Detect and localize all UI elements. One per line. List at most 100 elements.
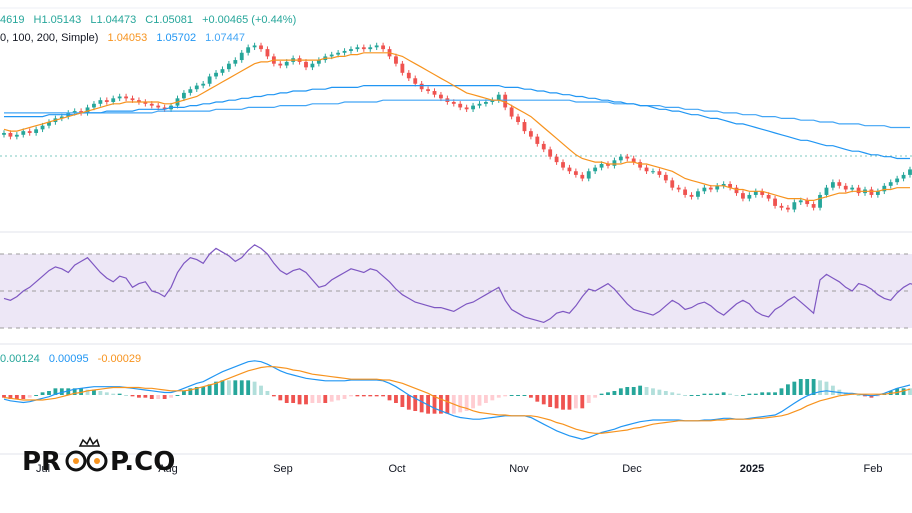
- macd-hist-bar: [59, 388, 64, 395]
- macd-hist-bar: [625, 387, 630, 395]
- candle-body: [477, 103, 482, 106]
- ohlc-low: L1.04473: [90, 14, 136, 26]
- macd-hist-bar: [741, 395, 745, 396]
- macd-hist-bar: [747, 393, 752, 395]
- macd-hist-bar: [149, 395, 154, 399]
- macd-hist-bar: [471, 395, 475, 409]
- candle-body: [676, 187, 681, 190]
- candle-body: [702, 187, 707, 192]
- owl-eyes-icon: [65, 450, 108, 472]
- macd-hist-bar: [824, 381, 829, 395]
- macd-hist-bar: [606, 392, 610, 395]
- macd-hist-bar: [477, 395, 482, 406]
- x-tick-label: Dec: [622, 463, 642, 475]
- candle-body: [773, 198, 777, 206]
- candle-body: [458, 103, 463, 108]
- candle-body: [503, 94, 508, 108]
- macd-hist-bar: [753, 393, 758, 395]
- candle-body: [638, 162, 643, 168]
- candle-body: [792, 202, 797, 210]
- candle-body: [830, 182, 835, 188]
- macd-hist-bar: [188, 388, 193, 395]
- macd-hist-bar: [252, 381, 257, 395]
- candle-body: [747, 194, 752, 199]
- candle-body: [824, 187, 829, 195]
- candle-body: [207, 76, 212, 84]
- candle-body: [850, 187, 855, 190]
- candle-body: [535, 136, 540, 144]
- macd-legend: 0.00124 0.00095 -0.00029: [0, 353, 141, 365]
- macd-hist-bar: [811, 379, 816, 395]
- candle-body: [252, 45, 257, 48]
- x-tick-label: Sep: [273, 463, 293, 475]
- candle-body: [188, 89, 193, 93]
- candle-body: [149, 103, 154, 106]
- candle-body: [394, 56, 398, 64]
- macd-hist-bar: [805, 379, 810, 395]
- macd-hist-bar: [92, 389, 96, 395]
- candle-body: [111, 98, 116, 102]
- candle-body: [79, 111, 84, 113]
- candle-body: [226, 63, 231, 70]
- ma-params: 0, 100, 200, Simple): [0, 32, 98, 44]
- macd-hist-bar: [40, 392, 45, 395]
- candle-body: [522, 122, 527, 132]
- macd-hist-bar: [818, 380, 822, 395]
- candle-body: [85, 107, 90, 113]
- macd-hist-bar: [496, 395, 501, 398]
- macd-hist-bar: [561, 395, 565, 410]
- macd-hist-bar: [175, 395, 180, 396]
- macd-hist-bar: [875, 395, 880, 397]
- macd-hist-bar: [779, 388, 784, 395]
- candle-body: [760, 191, 765, 195]
- macd-hist-bar: [798, 379, 803, 395]
- macd-hist-bar: [169, 395, 173, 398]
- macd-hist-bar: [760, 392, 765, 395]
- candle-body: [561, 162, 565, 168]
- macd-hist-bar: [316, 395, 321, 403]
- macd-hist-bar: [676, 393, 681, 395]
- ohlc-open: 4619: [0, 14, 24, 26]
- candle-body: [265, 49, 270, 57]
- macd-hist-bar: [631, 387, 636, 395]
- x-tick-label: 2025: [740, 463, 764, 475]
- candle-body: [278, 63, 283, 66]
- candle-body: [586, 171, 591, 179]
- macd-hist-bar: [406, 395, 411, 410]
- candle-body: [143, 101, 148, 104]
- ohlc-close: C1.05081: [145, 14, 193, 26]
- macd-hist-bar: [728, 393, 732, 395]
- candle-body: [644, 167, 649, 172]
- candle-body: [618, 156, 623, 161]
- macd-hist-bar: [516, 395, 520, 396]
- macd-hist-bar: [663, 391, 668, 395]
- candle-body: [689, 194, 694, 197]
- candle-body: [406, 72, 411, 79]
- macd-hist-bar: [233, 380, 238, 395]
- macd-hist-bar: [387, 395, 392, 401]
- candle-body: [696, 191, 700, 197]
- macd-hist-bar: [98, 391, 103, 395]
- candle-body: [259, 45, 263, 50]
- candle-body: [837, 182, 842, 186]
- ma2-value: 1.05702: [156, 32, 196, 44]
- candle-body: [14, 134, 19, 137]
- brand-logo: PR P.CO: [22, 436, 175, 477]
- x-tick-label: Aug: [158, 463, 178, 475]
- candle-body: [805, 200, 810, 205]
- candle-body: [670, 180, 675, 188]
- candle-body: [34, 129, 39, 133]
- macd-hist-bar: [644, 387, 649, 395]
- macd-hist-bar: [901, 388, 906, 395]
- candle-body: [882, 185, 887, 192]
- macd-hist-bar: [226, 380, 231, 395]
- x-tick-label: Nov: [509, 463, 529, 475]
- macd-hist-bar: [439, 395, 443, 414]
- macd-hist-bar: [586, 395, 591, 403]
- candle-body: [233, 60, 238, 64]
- macd-hist-bar: [908, 388, 912, 395]
- candle-body: [728, 184, 732, 188]
- macd-hist-bar: [368, 395, 373, 397]
- macd-hist-bar: [137, 395, 141, 398]
- macd-hist-bar: [47, 391, 51, 395]
